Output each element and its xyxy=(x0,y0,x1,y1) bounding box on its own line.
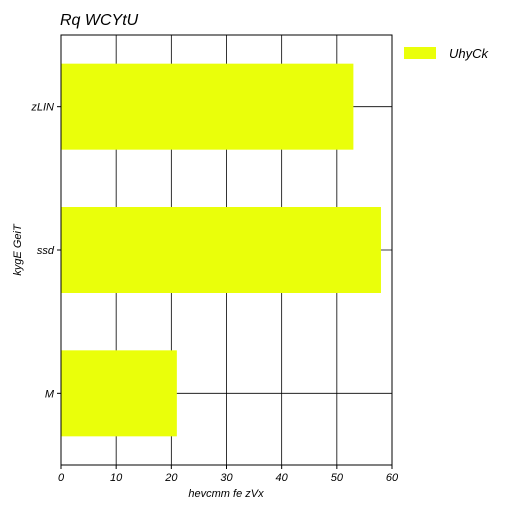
bar-ssd xyxy=(61,207,381,293)
bar-zLIN xyxy=(61,63,354,150)
x-tick-label: 40 xyxy=(276,472,289,484)
x-tick-label: 60 xyxy=(386,472,399,484)
y-tick-label: M xyxy=(45,388,55,400)
x-tick-label: 50 xyxy=(331,472,344,484)
x-axis-ticks: 0 10 20 30 40 50 60 xyxy=(58,465,399,484)
x-tick-label: 10 xyxy=(110,472,123,484)
bars xyxy=(61,63,381,437)
x-axis-label: hevcmm fe zVx xyxy=(188,488,264,500)
y-tick-label: zLIN xyxy=(30,102,54,114)
y-axis-label: kygE GeiT xyxy=(12,223,24,276)
legend: UhyCk xyxy=(404,46,490,61)
bar-M xyxy=(61,350,177,437)
x-tick-label: 30 xyxy=(220,472,233,484)
y-tick-label: ssd xyxy=(37,245,55,257)
legend-swatch xyxy=(404,47,436,59)
x-tick-label: 20 xyxy=(164,472,178,484)
chart-title: Rq WCYtU xyxy=(60,12,139,29)
x-tick-label: 0 xyxy=(58,472,65,484)
legend-label: UhyCk xyxy=(449,46,490,61)
